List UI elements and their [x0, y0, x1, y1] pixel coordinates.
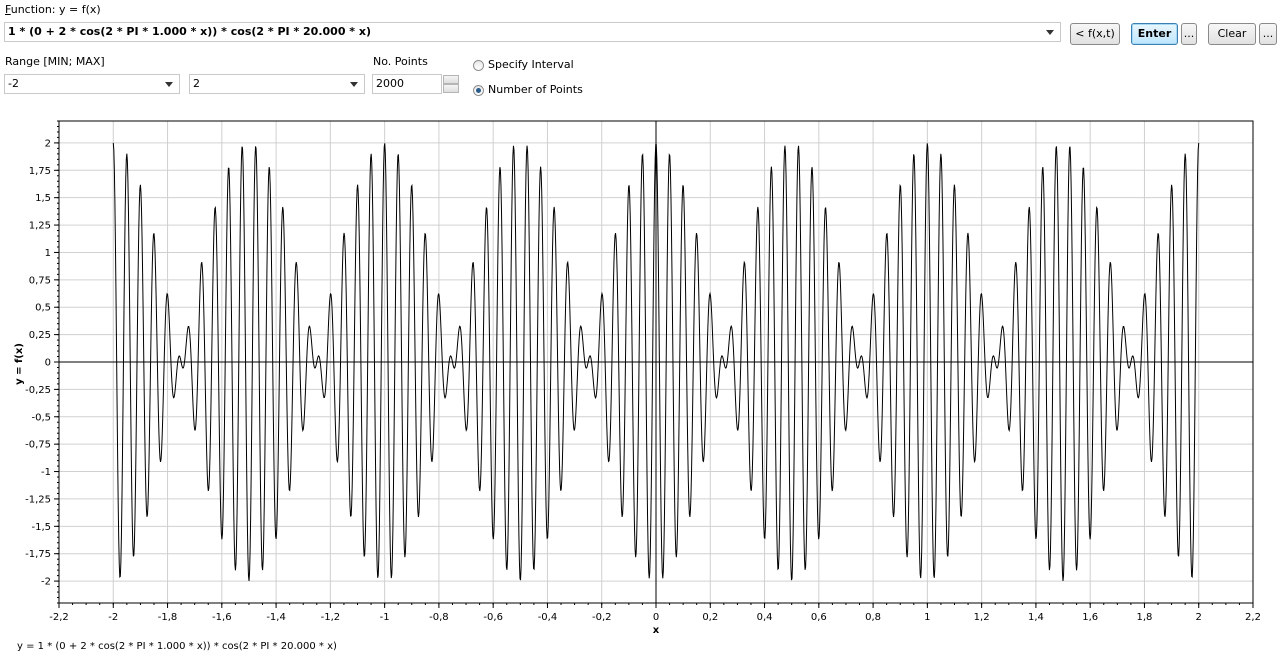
x-tick-label: 0 — [653, 612, 659, 623]
x-tick-label: 2,2 — [1245, 612, 1261, 623]
x-tick-label: 2 — [1196, 612, 1202, 623]
range-max-select[interactable]: 2 — [189, 74, 365, 94]
chevron-down-icon[interactable] — [165, 82, 173, 87]
enter-button[interactable]: Enter — [1131, 23, 1178, 45]
x-tick-label: 0,4 — [757, 612, 773, 623]
x-tick-label: 1,2 — [974, 612, 990, 623]
y-tick-label: -1,75 — [25, 549, 51, 560]
function-input-value: 1 * (0 + 2 * cos(2 * PI * 1.000 * x)) * … — [8, 25, 372, 38]
y-tick-label: 0,5 — [35, 303, 51, 314]
x-tick-label: -1,4 — [266, 612, 286, 623]
x-tick-label: 1,6 — [1082, 612, 1098, 623]
x-axis-label: x — [653, 625, 660, 636]
y-tick-label: 1,5 — [35, 193, 51, 204]
y-tick-label: -2 — [41, 577, 51, 588]
y-tick-label: 1,25 — [29, 221, 51, 232]
y-tick-label: 2 — [45, 138, 51, 149]
x-tick-label: -1,6 — [212, 612, 232, 623]
x-tick-label: -0,4 — [538, 612, 558, 623]
number-of-points-radio[interactable] — [473, 85, 484, 96]
x-tick-label: 1,8 — [1137, 612, 1153, 623]
x-tick-label: -0,2 — [592, 612, 612, 623]
specify-interval-label: Specify Interval — [488, 58, 574, 71]
range-min-select[interactable]: -2 — [4, 74, 180, 94]
y-tick-label: -1 — [41, 467, 51, 478]
range-max-value: 2 — [193, 77, 200, 90]
y-tick-label: -1,25 — [25, 494, 51, 505]
enter-options-button[interactable]: ... — [1181, 23, 1197, 45]
points-input[interactable]: 2000 — [372, 74, 442, 94]
fxt-button[interactable]: < f(x,t) — [1070, 23, 1120, 45]
y-tick-label: -0,25 — [25, 385, 51, 396]
function-curve — [112, 142, 1200, 582]
x-tick-label: -0,6 — [483, 612, 503, 623]
function-input[interactable]: 1 * (0 + 2 * cos(2 * PI * 1.000 * x)) * … — [4, 22, 1061, 42]
clear-button[interactable]: Clear — [1208, 23, 1256, 45]
y-tick-label: 1,75 — [29, 166, 51, 177]
range-min-value: -2 — [8, 77, 19, 90]
x-tick-label: 0,6 — [811, 612, 827, 623]
chevron-down-icon[interactable] — [350, 82, 358, 87]
chart-axes — [59, 121, 1253, 603]
y-tick-label: -1,5 — [31, 522, 51, 533]
chart-ticks: -2,2 -2 -1,8 -1,6 -1,4 -1,2 -1 -0,8 -0,6 -0,4 -0,2… — [25, 120, 1261, 623]
y-tick-label: 0 — [45, 358, 51, 369]
clear-options-button[interactable]: ... — [1259, 23, 1277, 45]
specify-interval-radio[interactable] — [473, 60, 484, 71]
x-tick-label: 0,2 — [702, 612, 718, 623]
footer-formula: y = 1 * (0 + 2 * cos(2 * PI * 1.000 * x)… — [17, 641, 337, 652]
y-tick-label: -0,75 — [25, 440, 51, 451]
y-axis-label: y = f(x) — [14, 343, 25, 385]
range-label: Range [MIN; MAX] — [5, 55, 105, 68]
y-tick-label: 1 — [45, 248, 51, 259]
x-tick-label: -0,8 — [429, 612, 449, 623]
y-tick-label: 0,75 — [29, 275, 51, 286]
x-tick-label: 1 — [924, 612, 930, 623]
number-of-points-label: Number of Points — [488, 83, 583, 96]
function-label: Function: y = f(x) — [5, 3, 101, 16]
spin-up-button[interactable] — [443, 75, 459, 84]
x-tick-label: -1 — [380, 612, 390, 623]
x-tick-label: 0,8 — [865, 612, 881, 623]
x-tick-label: -2 — [108, 612, 118, 623]
y-tick-label: 0,25 — [29, 330, 51, 341]
x-tick-label: -1,2 — [321, 612, 341, 623]
points-label: No. Points — [373, 55, 428, 68]
chevron-down-icon[interactable] — [1046, 30, 1054, 35]
function-chart[interactable]: -2,2 -2 -1,8 -1,6 -1,4 -1,2 -1 -0,8 -0,6 -0,4 -0,2… — [0, 110, 1285, 640]
spin-down-button[interactable] — [443, 84, 459, 93]
x-tick-label: -2,2 — [49, 612, 69, 623]
y-tick-label: -0,5 — [31, 412, 51, 423]
x-tick-label: -1,8 — [158, 612, 178, 623]
x-tick-label: 1,4 — [1028, 612, 1044, 623]
